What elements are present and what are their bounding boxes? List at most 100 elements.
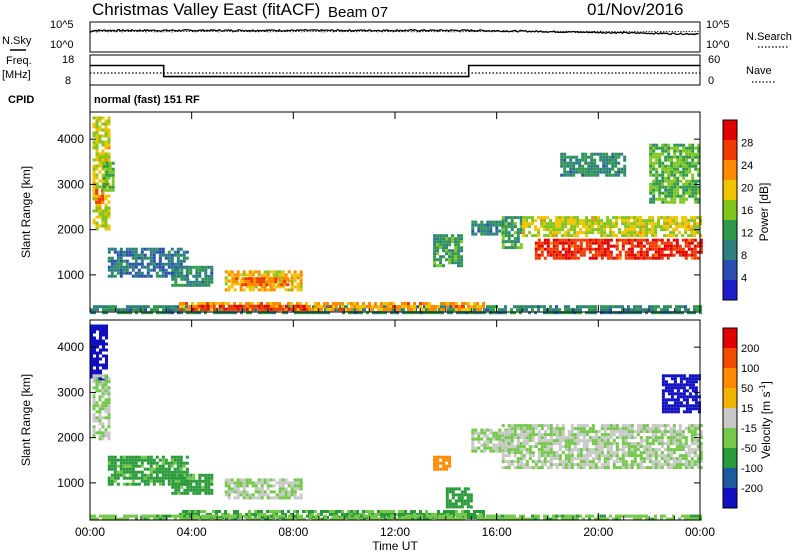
velocity-cell [660, 424, 664, 428]
power-cell [266, 276, 270, 280]
power-cell [445, 258, 449, 262]
power-cell [452, 305, 455, 308]
velocity-cell [155, 470, 159, 474]
power-cell [98, 164, 102, 168]
velocity-cell [588, 460, 592, 464]
power-cell [116, 256, 120, 260]
velocity-cell [290, 513, 293, 516]
velocity-cell [96, 327, 99, 331]
power-cell [590, 155, 594, 159]
power-cell [608, 158, 612, 162]
power-cell [623, 164, 627, 168]
velocity-cell [158, 476, 162, 480]
power-cell [149, 247, 153, 251]
velocity-cell [390, 514, 393, 518]
velocity-cell [582, 427, 586, 431]
power-cell [299, 285, 303, 289]
date-label: 01/Nov/2016 [587, 0, 683, 19]
velocity-cell [445, 455, 449, 459]
velocity-cell [513, 451, 517, 455]
power-cell [281, 273, 285, 277]
velocity-cell [558, 439, 562, 443]
velocity-cell [684, 427, 688, 431]
velocity-cell [483, 431, 487, 435]
power-cell [244, 283, 248, 287]
velocity-cell [522, 517, 525, 521]
velocity-cell [534, 517, 537, 521]
power-cell [342, 311, 345, 315]
velocity-cell [182, 510, 185, 513]
power-cell [110, 262, 114, 266]
velocity-cell [483, 449, 487, 453]
power-cell [651, 231, 655, 235]
velocity-ytick-label: 1000 [57, 476, 84, 490]
velocity-cell [459, 514, 462, 518]
power-cell [543, 238, 547, 242]
velocity-cell [660, 463, 664, 467]
velocity-cell [681, 445, 685, 449]
power-cell [609, 231, 613, 235]
velocity-cell [360, 514, 363, 518]
power-cell [690, 241, 694, 245]
power-cell [676, 176, 680, 180]
power-cell [436, 246, 440, 250]
velocity-cell [525, 466, 529, 470]
power-cell [152, 259, 156, 263]
velocity-cell [104, 374, 108, 378]
power-cell [477, 226, 481, 230]
velocity-cell [594, 454, 598, 458]
velocity-colorbar-frame [722, 327, 738, 509]
velocity-cell [272, 510, 275, 513]
power-cell [439, 234, 443, 238]
velocity-cell [615, 451, 619, 455]
velocity-cell [549, 436, 553, 440]
velocity-cell [525, 433, 529, 437]
velocity-cell [531, 439, 535, 443]
power-cell [570, 256, 574, 260]
power-cell [167, 259, 171, 263]
velocity-cell [90, 375, 93, 379]
velocity-cell [673, 404, 677, 408]
power-cell [341, 302, 344, 305]
power-cell [636, 244, 640, 248]
velocity-cell [672, 517, 675, 521]
velocity-cell [597, 451, 601, 455]
velocity-cell [576, 433, 580, 437]
power-cell [537, 234, 541, 238]
velocity-cell [442, 458, 446, 462]
velocity-cell [670, 386, 674, 390]
power-cell [673, 155, 677, 159]
power-cell [676, 155, 680, 159]
noise-lines [89, 28, 699, 36]
velocity-cell [345, 514, 348, 518]
velocity-cell [516, 517, 519, 521]
velocity-cell [510, 436, 514, 440]
velocity-cell [267, 517, 270, 521]
power-cell [113, 265, 117, 269]
velocity-cell [161, 479, 165, 483]
power-cell [98, 125, 102, 129]
velocity-cell [630, 445, 634, 449]
velocity-cell [155, 476, 159, 480]
velocity-cell [543, 454, 547, 458]
velocity-cell [519, 433, 523, 437]
velocity-cell [621, 433, 625, 437]
velocity-cell [582, 430, 586, 434]
velocity-cell [591, 466, 595, 470]
power-cell [591, 308, 594, 312]
velocity-cell [207, 488, 211, 492]
velocity-cell [105, 330, 108, 334]
velocity-cell [693, 514, 696, 518]
power-cell [558, 231, 562, 235]
velocity-cell [570, 424, 574, 428]
power-cell [122, 253, 126, 257]
power-cell [587, 161, 591, 165]
power-cell [591, 216, 595, 220]
power-cell [433, 234, 437, 238]
velocity-cell [120, 517, 123, 521]
power-colorbar-segment [723, 180, 737, 201]
velocity-cell [287, 510, 290, 513]
velocity-cell [501, 442, 505, 446]
velocity-cell [338, 516, 341, 519]
velocity-cell [101, 386, 105, 390]
